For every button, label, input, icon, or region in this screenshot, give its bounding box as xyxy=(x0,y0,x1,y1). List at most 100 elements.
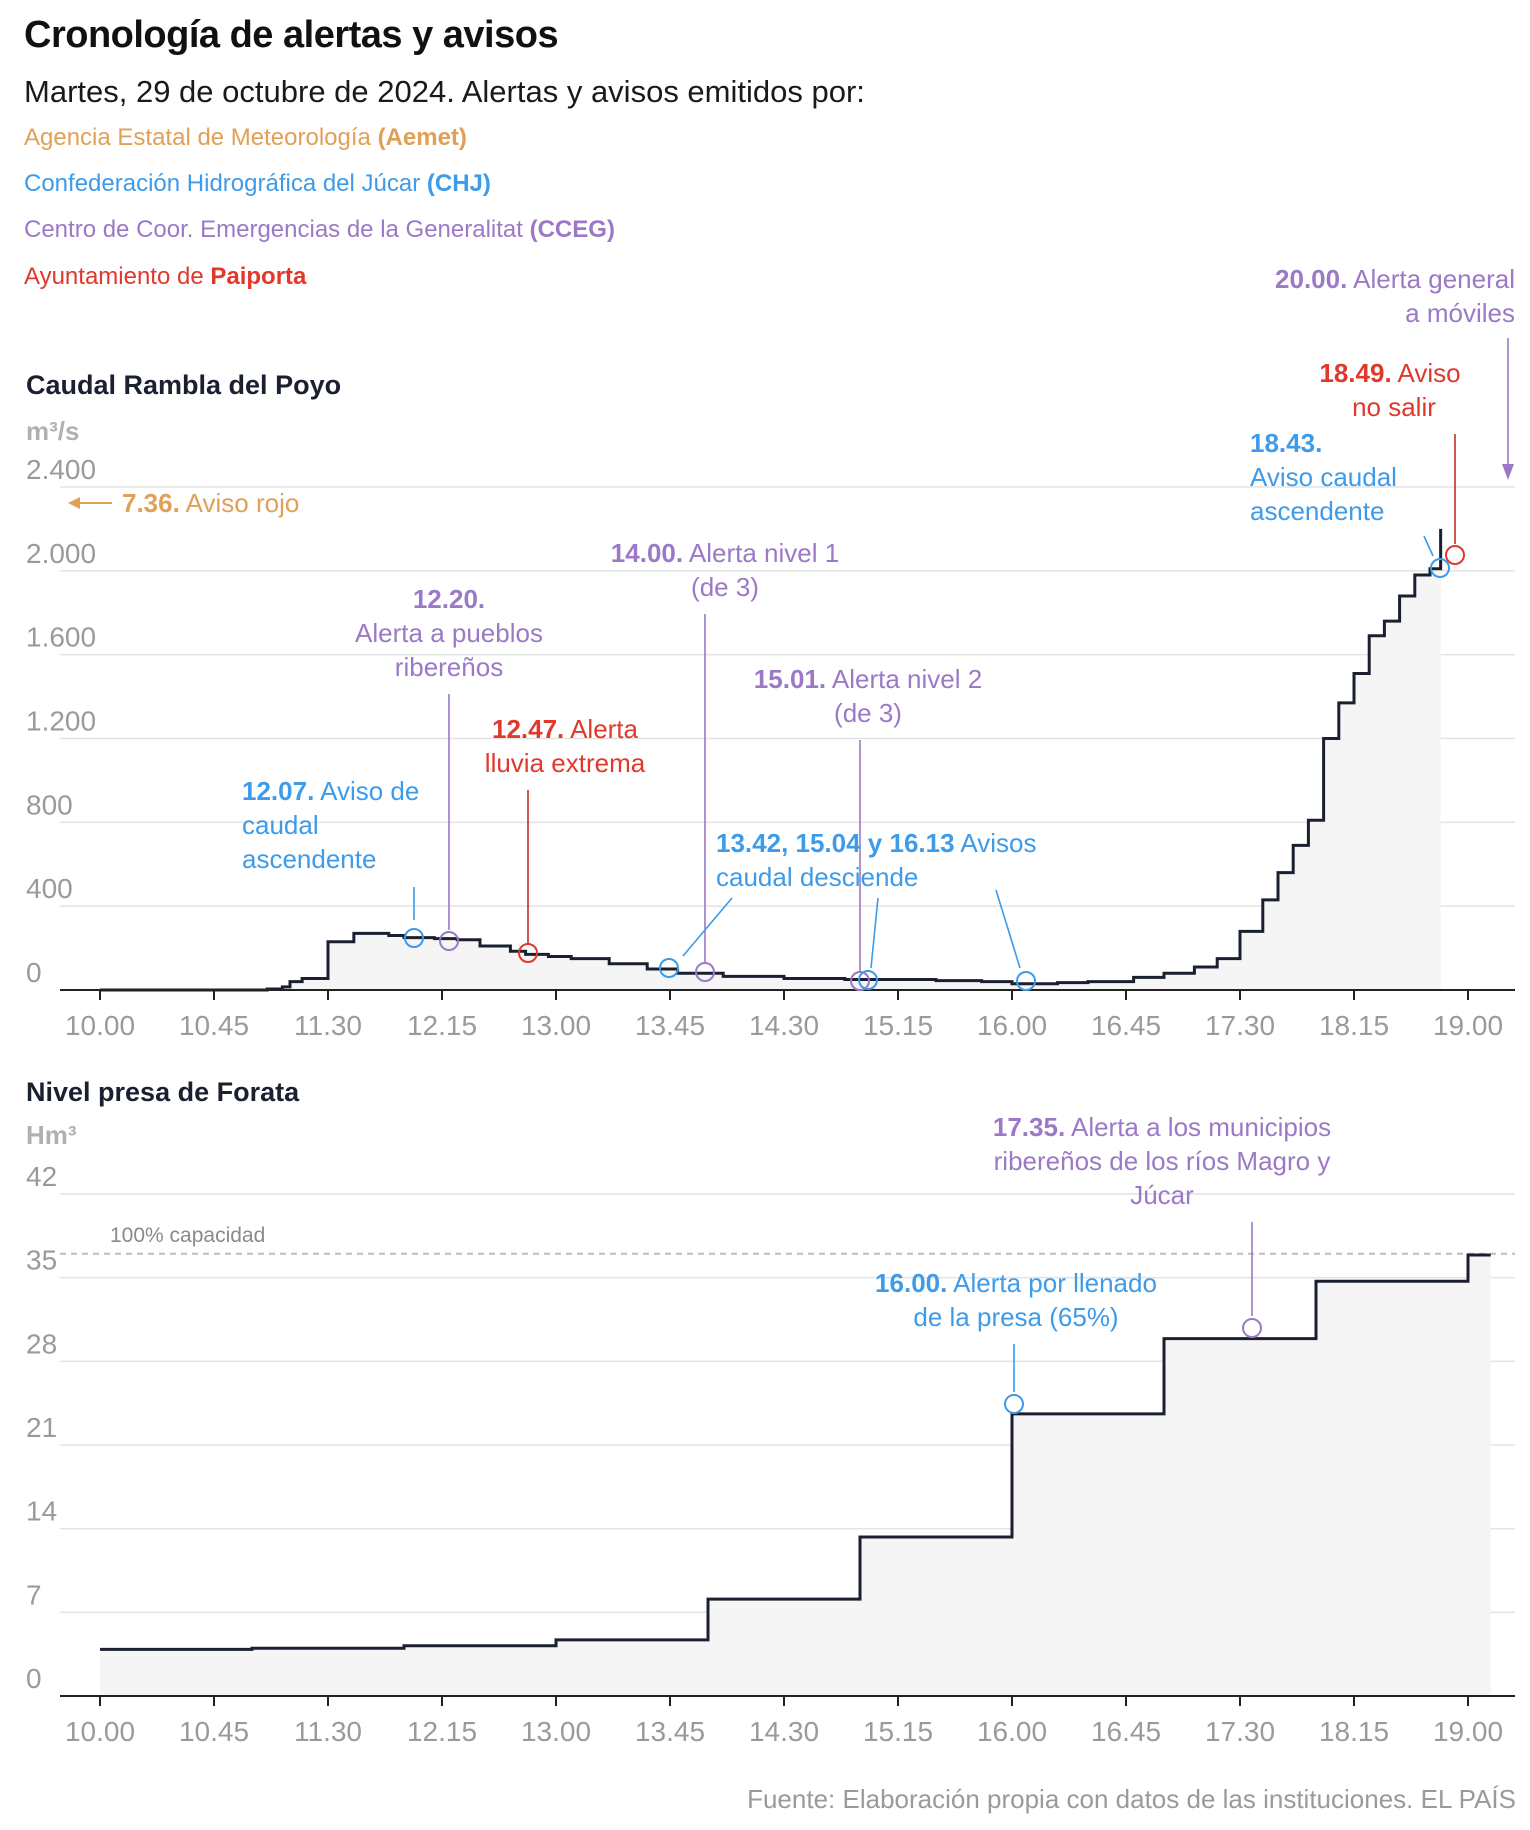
ann-1400: 14.00. Alerta nivel 1 xyxy=(611,538,839,568)
x-tick-label-1-6: 14.30 xyxy=(749,1716,819,1747)
reference-line-label-1: 100% capacidad xyxy=(110,1224,265,1247)
y-tick-label-0-0: 0 xyxy=(26,957,42,988)
x-tick-label-0-11: 18.15 xyxy=(1319,1010,1389,1041)
ann-1207-time: 12.07. xyxy=(242,776,314,806)
x-tick-label-1-4: 13.00 xyxy=(521,1716,591,1747)
leader-1504 xyxy=(870,897,879,969)
marker-1843 xyxy=(1430,558,1450,578)
ann-1849-text: Aviso xyxy=(1392,358,1461,388)
y-tick-label-1-3: 21 xyxy=(26,1412,57,1443)
x-tick-label-0-0: 10.00 xyxy=(65,1010,135,1041)
ann-1247-time: 12.47. xyxy=(492,714,564,744)
y-tick-label-1-5: 35 xyxy=(26,1245,57,1276)
legend-aemet: Agencia Estatal de Meteorología (Aemet) xyxy=(24,124,467,152)
ann-aviso-rojo-text: Aviso rojo xyxy=(180,488,299,518)
x-tick-label-1-2: 11.30 xyxy=(294,1716,362,1747)
ann-2000-text: Alerta general xyxy=(1347,264,1515,294)
x-tick-label-0-9: 16.45 xyxy=(1091,1010,1161,1041)
x-tick-label-0-12: 19.00 xyxy=(1433,1010,1503,1041)
legend-chj-name: Confederación Hidrográfica del Júcar xyxy=(24,170,427,197)
legend-paiporta-abbr: Paiporta xyxy=(210,263,307,290)
ann-1207-text: Aviso de xyxy=(314,776,419,806)
ann-1501-text: Alerta nivel 2 xyxy=(826,664,982,694)
marker-1613 xyxy=(1016,971,1036,991)
chart-caudal: Caudal Rambla del Poyo m³/s 0 400 800 1.200 1.… xyxy=(26,370,1515,1041)
ann-1849: 18.49. Aviso xyxy=(1319,358,1460,388)
x-tick-label-0-2: 11.30 xyxy=(294,1010,362,1041)
y-tick-label-1-0: 0 xyxy=(26,1663,42,1694)
y-tick-label-0-4: 1.600 xyxy=(26,622,96,653)
ann-avisos-time: 13.42, 15.04 y 16.13 xyxy=(716,828,955,858)
ann-avisos-line2: caudal desciende xyxy=(716,862,918,892)
annotations-caudal: 7.36. Aviso rojo 12.07. Aviso de caudal … xyxy=(68,264,1515,991)
ann-1843-line3: ascendente xyxy=(1250,496,1384,526)
ann-b-1735-time: 17.35. xyxy=(993,1112,1065,1142)
ann-b-1735: 17.35. Alerta a los municipios xyxy=(993,1112,1331,1142)
x-tick-label-1-7: 15.15 xyxy=(863,1716,933,1747)
arrow-2000-head xyxy=(1502,464,1514,480)
ann-1400-text: Alerta nivel 1 xyxy=(683,538,839,568)
legend-cceg-name: Centro de Coor. Emergencias de la Genera… xyxy=(24,216,530,243)
ann-2000-line2: a móviles xyxy=(1405,298,1515,328)
x-tick-label-0-4: 13.00 xyxy=(521,1010,591,1041)
marker-1501 xyxy=(850,971,870,991)
x-tick-label-1-11: 18.15 xyxy=(1319,1716,1389,1747)
ann-b-1735-text: Alerta a los municipios xyxy=(1065,1112,1331,1142)
x-tick-label-1-10: 17.30 xyxy=(1205,1716,1275,1747)
ann-b-1735-line2: ribereños de los ríos Magro y xyxy=(994,1146,1331,1176)
ann-1843-line2: Aviso caudal xyxy=(1250,462,1397,492)
y-tick-label-0-1: 400 xyxy=(26,873,73,904)
ann-1501-line2: (de 3) xyxy=(834,698,902,728)
legend-chj: Confederación Hidrográfica del Júcar (CH… xyxy=(24,170,491,198)
ann-b-1600-time: 16.00. xyxy=(875,1268,947,1298)
ann-2000-time: 20.00. xyxy=(1275,264,1347,294)
y-tick-label-0-6: 2.400 xyxy=(26,454,96,485)
legend-aemet-name: Agencia Estatal de Meteorología xyxy=(24,124,378,151)
ann-1247-text: Alerta xyxy=(564,714,638,744)
ann-1400-line2: (de 3) xyxy=(691,572,759,602)
marker-1247 xyxy=(518,943,538,963)
x-tick-label-1-5: 13.45 xyxy=(635,1716,705,1747)
x-tick-label-1-3: 12.15 xyxy=(407,1716,477,1747)
ann-1220-line3: ribereños xyxy=(395,652,503,682)
x-tick-label-1-9: 16.45 xyxy=(1091,1716,1161,1747)
chart-title-0: Caudal Rambla del Poyo xyxy=(26,370,341,400)
legend-cceg-abbr: (CCEG) xyxy=(529,216,615,243)
series-line-0 xyxy=(100,528,1443,992)
x-tick-label-1-1: 10.45 xyxy=(179,1716,249,1747)
marker-1207 xyxy=(404,928,424,948)
y-tick-label-1-4: 28 xyxy=(26,1328,57,1359)
marker-b-1600 xyxy=(1004,1394,1024,1414)
y-tick-label-1-2: 14 xyxy=(26,1496,57,1527)
x-tick-label-1-8: 16.00 xyxy=(977,1716,1047,1747)
series-area-1 xyxy=(100,1254,1491,1696)
x-tick-label-0-5: 13.45 xyxy=(635,1010,705,1041)
series-area-0 xyxy=(100,528,1441,990)
ann-1247: 12.47. Alerta xyxy=(492,714,639,744)
ann-1849-line2: no salir xyxy=(1352,392,1436,422)
marker-1342 xyxy=(659,958,679,978)
ann-b-1600-line2: de la presa (65%) xyxy=(913,1302,1118,1332)
ann-1207-line2: caudal xyxy=(242,810,319,840)
legend-cceg: Centro de Coor. Emergencias de la Genera… xyxy=(24,216,615,244)
y-tick-label-0-5: 2.000 xyxy=(26,538,96,569)
marker-1504 xyxy=(858,970,878,990)
page-title: Cronología de alertas y avisos xyxy=(24,14,559,56)
ann-b-1735-line3: Júcar xyxy=(1130,1180,1194,1210)
legend-chj-abbr: (CHJ) xyxy=(426,170,491,197)
x-tick-label-0-3: 12.15 xyxy=(407,1010,477,1041)
ann-1843-time: 18.43. xyxy=(1250,428,1322,458)
series-line-1 xyxy=(100,1253,1491,1651)
ann-2000: 20.00. Alerta general xyxy=(1275,264,1515,294)
ann-1220-time: 12.20. xyxy=(413,584,485,614)
x-tick-label-0-7: 15.15 xyxy=(863,1010,933,1041)
legend-paiporta: Ayuntamiento de Paiporta xyxy=(24,263,306,291)
ann-b-1600-text: Alerta por llenado xyxy=(947,1268,1157,1298)
x-tick-label-1-12: 19.00 xyxy=(1433,1716,1503,1747)
leader-1342 xyxy=(682,897,733,957)
y-axis-unit-1: Hm³ xyxy=(26,1120,77,1150)
marker-1849 xyxy=(1445,545,1465,565)
y-tick-label-1-6: 42 xyxy=(26,1161,57,1192)
